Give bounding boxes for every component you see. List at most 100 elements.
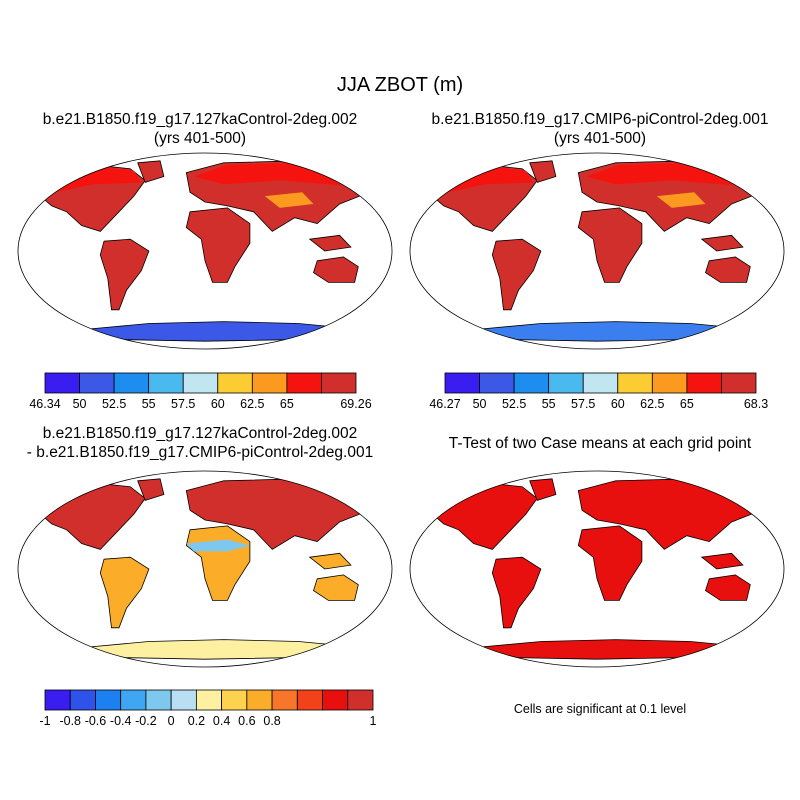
panel-title-case2: b.e21.B1850.f19_g17.CMIP6-piControl-2deg… — [405, 110, 795, 148]
colorbar-label: 69.26 — [340, 397, 371, 411]
colorbar-box — [479, 372, 515, 394]
colorbar-label: 60 — [211, 397, 225, 411]
landmass-africa — [185, 207, 251, 283]
colorbar-label: 1 — [370, 714, 377, 728]
colorbar-label: -0.6 — [85, 714, 107, 728]
panel-title-case2-line2: (yrs 401-500) — [553, 130, 647, 147]
colorbar-box — [322, 689, 349, 711]
landmass-africa — [577, 207, 643, 283]
panel-title-case2-line1: b.e21.B1850.f19_g17.CMIP6-piControl-2deg… — [431, 111, 769, 128]
colorbar-box — [513, 372, 550, 394]
colorbar-box — [251, 372, 288, 394]
landmass-seasia — [308, 552, 352, 570]
colorbar-box — [246, 689, 273, 711]
panel-title-case1-line1: b.e21.B1850.f19_g17.127kaControl-2deg.00… — [42, 111, 358, 128]
colorbar-label: 57.5 — [571, 397, 595, 411]
region-sahel — [186, 539, 250, 552]
landmass-seasia — [700, 234, 744, 252]
colorbar-box — [347, 689, 374, 711]
colorbar-label: 65 — [680, 397, 694, 411]
colorbar-label: 68.3 — [744, 397, 768, 411]
colorbar-label: 0.8 — [263, 714, 280, 728]
colorbar-box — [170, 689, 197, 711]
colorbar-box — [95, 689, 122, 711]
colorbar-box — [321, 372, 357, 394]
map-case1 — [17, 152, 393, 350]
colorbar-box — [444, 372, 480, 394]
colorbar-label: 0 — [168, 714, 175, 728]
colorbar-box — [651, 372, 688, 394]
colorbar-label: 0.4 — [213, 714, 230, 728]
colorbar-box — [79, 372, 115, 394]
colorbar-case2: 46.27 50 52.5 55 57.5 60 62.5 65 68.3 — [429, 372, 768, 411]
colorbar-box — [221, 689, 248, 711]
landmass-greenland — [529, 478, 557, 501]
panel-title-ttest-line1: T-Test of two Case means at each grid po… — [448, 435, 752, 452]
region-tibetan-plateau — [264, 192, 314, 208]
colorbar-box — [686, 372, 722, 394]
colorbar-label: -1 — [39, 714, 50, 728]
panel-title-difference-line2: - b.e21.B1850.f19_g17.CMIP6-piControl-2d… — [26, 444, 374, 461]
panel-title-ttest: T-Test of two Case means at each grid po… — [405, 434, 795, 453]
panel-title-difference: b.e21.B1850.f19_g17.127kaControl-2deg.00… — [0, 424, 400, 462]
colorbar-box — [148, 372, 184, 394]
landmass-samerica — [491, 238, 542, 311]
colorbar-label: -0.4 — [110, 714, 132, 728]
colorbar-box — [548, 372, 584, 394]
significance-note: Cells are significant at 0.1 level — [513, 702, 687, 716]
colorbar-label: 52.5 — [502, 397, 526, 411]
colorbar-label: 55 — [542, 397, 556, 411]
colorbar-label: -0.2 — [135, 714, 157, 728]
colorbar-box — [69, 689, 96, 711]
colorbar-label: 46.27 — [429, 397, 460, 411]
colorbar-box — [617, 372, 653, 394]
landmass-africa — [577, 525, 643, 601]
region-tibetan-plateau — [656, 192, 706, 208]
colorbar-box — [120, 689, 147, 711]
colorbar-box — [182, 372, 219, 394]
panel-title-difference-line1: b.e21.B1850.f19_g17.127kaControl-2deg.00… — [42, 425, 358, 442]
colorbar-box — [113, 372, 150, 394]
colorbar-box — [721, 372, 757, 394]
colorbar-box — [271, 689, 298, 711]
colorbar-label: 62.5 — [240, 397, 264, 411]
colorbar-label: 55 — [142, 397, 156, 411]
map-case2 — [409, 152, 785, 350]
map-outline — [17, 152, 393, 350]
landmass-seasia — [700, 552, 744, 570]
colorbar-label: 50 — [73, 397, 87, 411]
colorbar-box — [195, 689, 223, 711]
landmass-samerica — [491, 556, 542, 629]
landmass-greenland — [137, 478, 165, 501]
colorbar-label: 0.2 — [188, 714, 205, 728]
colorbar-difference: -1 -0.8 -0.6 -0.4 -0.2 0 0.2 0.4 0.6 0.8 1 — [39, 689, 377, 728]
map-difference — [17, 470, 393, 668]
landmass-greenland — [137, 160, 165, 183]
landmass-australia — [705, 256, 751, 283]
colorbar-box — [582, 372, 619, 394]
main-title: JJA ZBOT (m) — [336, 74, 464, 96]
colorbar-box — [217, 372, 253, 394]
landmass-australia — [313, 256, 359, 283]
colorbar-label: 50 — [473, 397, 487, 411]
landmass-australia — [705, 574, 751, 601]
colorbar-label: 62.5 — [640, 397, 664, 411]
colorbar-label: 52.5 — [102, 397, 126, 411]
landmass-seasia — [308, 234, 352, 252]
map-ttest — [409, 470, 785, 668]
colorbar-case1: 46.34 50 52.5 55 57.5 60 62.5 65 69.26 — [29, 372, 372, 411]
colorbar-box — [44, 372, 80, 394]
landmass-samerica — [99, 238, 150, 311]
colorbar-box — [296, 689, 323, 711]
colorbar-box — [44, 689, 71, 711]
colorbar-label: 57.5 — [171, 397, 195, 411]
map-outline — [409, 470, 785, 668]
colorbar-label: 0.6 — [238, 714, 255, 728]
landmass-greenland — [529, 160, 557, 183]
map-outline — [17, 470, 393, 668]
colorbar-label: 65 — [280, 397, 294, 411]
map-outline — [409, 152, 785, 350]
colorbar-box — [286, 372, 322, 394]
colorbar-label: 46.34 — [29, 397, 60, 411]
